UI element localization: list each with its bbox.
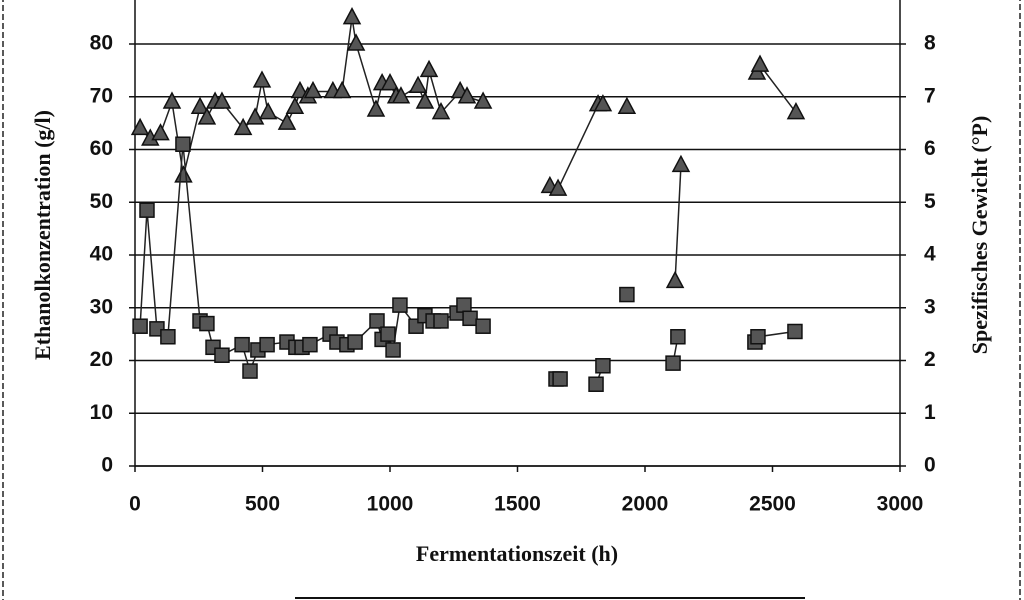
square-marker xyxy=(214,347,230,363)
square-marker xyxy=(462,310,478,327)
triangle-marker xyxy=(233,117,253,136)
square-marker xyxy=(619,286,635,303)
x-tick-label: 0 xyxy=(129,493,141,516)
triangle-marker xyxy=(380,72,400,91)
y2-tick-label: 6 xyxy=(924,137,936,160)
triangle-marker xyxy=(548,178,568,196)
square-marker xyxy=(242,363,258,379)
square-marker xyxy=(259,336,275,353)
y2-tick-label: 7 xyxy=(924,84,936,107)
x-tick-label: 3000 xyxy=(877,493,924,516)
triangle-marker xyxy=(303,80,323,99)
y-axis-label: Ethanolkonzentration (g/l) xyxy=(30,110,55,360)
triangle-marker xyxy=(408,75,428,93)
triangle-marker xyxy=(750,54,770,72)
square-marker xyxy=(139,202,155,218)
triangle-marker xyxy=(342,7,362,25)
square-marker xyxy=(670,329,686,345)
triangle-marker xyxy=(391,86,411,104)
y-tick-label: 90 xyxy=(90,0,113,2)
triangle-marker xyxy=(151,123,170,141)
square-marker xyxy=(302,336,318,353)
y2-tick-label: 8 xyxy=(924,32,936,55)
y2-tick-label: 5 xyxy=(924,190,936,213)
triangle-marker xyxy=(419,59,439,78)
square-marker xyxy=(665,355,681,371)
triangle-marker xyxy=(285,96,305,115)
y-tick-label: 60 xyxy=(90,137,113,160)
square-marker xyxy=(369,313,385,329)
y2-tick-label: 0 xyxy=(924,454,936,477)
y-tick-label: 30 xyxy=(90,295,113,318)
x-tick-label: 1500 xyxy=(494,493,541,516)
x-tick-label: 2500 xyxy=(749,493,796,516)
triangle-marker xyxy=(457,86,477,104)
triangle-marker xyxy=(212,91,232,109)
y2-tick-label: 9 xyxy=(924,0,936,2)
square-marker xyxy=(433,313,449,329)
square-marker xyxy=(787,323,803,340)
triangle-marker xyxy=(277,112,297,130)
square-marker xyxy=(132,318,148,334)
y-tick-label: 0 xyxy=(101,454,113,477)
triangle-marker xyxy=(245,107,265,125)
triangle-marker xyxy=(258,101,278,120)
x-axis-label: Fermentationszeit (h) xyxy=(416,541,618,566)
y-tick-label: 70 xyxy=(90,84,113,107)
triangle-marker xyxy=(332,80,352,99)
x-tick-label: 500 xyxy=(245,493,280,516)
square-marker xyxy=(380,326,396,342)
triangle-marker xyxy=(671,154,691,173)
y-tick-label: 40 xyxy=(90,243,113,266)
square-marker xyxy=(199,315,215,332)
square-marker xyxy=(750,329,766,345)
square-marker xyxy=(160,329,176,345)
triangle-marker xyxy=(130,117,150,136)
square-marker xyxy=(175,136,191,152)
x-tick-label: 2000 xyxy=(622,493,669,516)
triangle-marker xyxy=(415,91,435,109)
triangle-marker xyxy=(786,101,806,120)
square-marker xyxy=(234,336,250,353)
square-marker xyxy=(347,334,363,350)
y-tick-label: 20 xyxy=(90,348,113,371)
triangle-marker xyxy=(593,94,613,112)
square-marker xyxy=(392,297,408,313)
square-marker xyxy=(475,318,491,334)
y2-tick-label: 2 xyxy=(924,348,936,371)
triangle-marker xyxy=(617,96,637,115)
triangle-marker xyxy=(190,96,210,115)
triangle-marker xyxy=(431,101,451,120)
triangle-marker xyxy=(197,107,217,125)
square-marker xyxy=(456,297,472,313)
triangle-marker xyxy=(346,33,366,51)
triangle-marker xyxy=(665,270,685,289)
triangle-marker xyxy=(252,70,272,88)
square-marker xyxy=(588,376,604,392)
y2-tick-label: 4 xyxy=(924,243,936,266)
triangle-marker xyxy=(174,165,193,183)
y2-axis-label: Spezifisches Gewicht (°P) xyxy=(967,116,992,355)
y-tick-label: 50 xyxy=(90,190,113,213)
y-tick-label: 10 xyxy=(90,401,113,424)
triangle-marker xyxy=(473,91,493,109)
x-tick-label: 1000 xyxy=(367,493,414,516)
y2-tick-label: 3 xyxy=(924,295,936,318)
triangle-marker xyxy=(366,99,386,117)
y2-tick-label: 1 xyxy=(924,401,936,424)
square-marker xyxy=(552,371,568,387)
square-marker xyxy=(595,358,611,374)
y-tick-label: 80 xyxy=(90,32,113,55)
square-marker xyxy=(385,342,401,358)
triangle-marker xyxy=(162,91,182,109)
